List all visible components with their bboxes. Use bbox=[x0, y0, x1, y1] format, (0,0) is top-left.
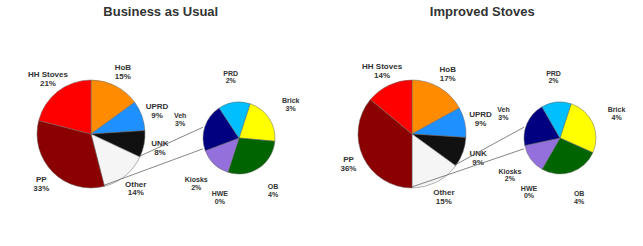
html-text:9%: 9% bbox=[472, 157, 485, 167]
svg-text:HH Stoves21%: HH Stoves21% bbox=[28, 70, 69, 88]
html-text:UNK: UNK bbox=[151, 138, 169, 148]
svg-text:PRD2%: PRD2% bbox=[546, 69, 561, 84]
svg-text:Brick4%: Brick4% bbox=[608, 105, 626, 120]
svg-text:Veh3%: Veh3% bbox=[497, 105, 509, 120]
svg-text:HWE0%: HWE0% bbox=[521, 184, 538, 199]
svg-text:HWE0%: HWE0% bbox=[211, 190, 228, 205]
svg-text:Kiosks2%: Kiosks2% bbox=[184, 175, 207, 190]
svg-text:UPRD9%: UPRD9% bbox=[145, 101, 168, 119]
svg-text:Brick3%: Brick3% bbox=[282, 97, 300, 112]
html-text:8%: 8% bbox=[153, 147, 166, 157]
html-text:Improved Stoves: Improved Stoves bbox=[429, 4, 535, 19]
svg-text:Kiosks2%: Kiosks2% bbox=[499, 167, 522, 182]
svg-text:Veh3%: Veh3% bbox=[174, 112, 186, 127]
svg-text:PP36%: PP36% bbox=[341, 155, 357, 173]
svg-text:UPRD9%: UPRD9% bbox=[469, 110, 492, 128]
svg-text:OB4%: OB4% bbox=[574, 190, 585, 205]
svg-text:HH Stoves14%: HH Stoves14% bbox=[362, 62, 403, 80]
svg-text:HoB17%: HoB17% bbox=[440, 65, 457, 83]
svg-text:PRD2%: PRD2% bbox=[223, 69, 238, 84]
svg-text:HoB15%: HoB15% bbox=[114, 63, 131, 81]
svg-text:PP33%: PP33% bbox=[33, 175, 49, 193]
svg-text:OB4%: OB4% bbox=[268, 182, 279, 197]
svg-text:Other15%: Other15% bbox=[433, 188, 454, 206]
html-text:UNK: UNK bbox=[469, 148, 487, 158]
svg-text:Other14%: Other14% bbox=[125, 179, 146, 197]
html-text:Business as Usual: Business as Usual bbox=[103, 4, 219, 19]
